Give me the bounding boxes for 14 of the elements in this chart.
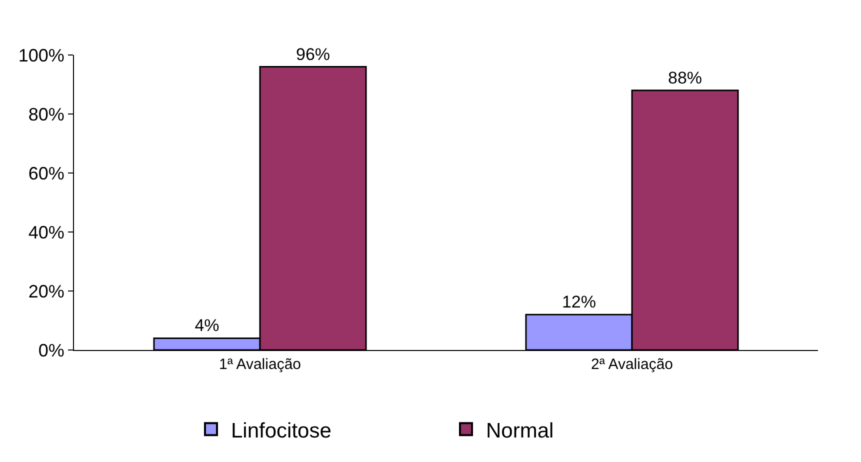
y-tick-label: 0%	[38, 340, 64, 360]
data-label: 12%	[562, 292, 596, 312]
y-tick-label: 40%	[28, 222, 64, 242]
data-label: 88%	[668, 68, 702, 88]
legend-label: Normal	[486, 419, 554, 442]
legend-label: Linfocitose	[231, 419, 332, 442]
data-label: 96%	[296, 44, 330, 64]
y-tick-label: 20%	[28, 281, 64, 302]
y-tick-label: 60%	[28, 163, 64, 184]
data-label: 4%	[194, 316, 220, 336]
y-tick-label: 80%	[28, 104, 64, 124]
x-tick-label: 1ª Avaliação	[218, 356, 302, 373]
x-tick-label: 2ª Avaliação	[590, 356, 674, 373]
y-tick-label: 100%	[18, 45, 64, 66]
